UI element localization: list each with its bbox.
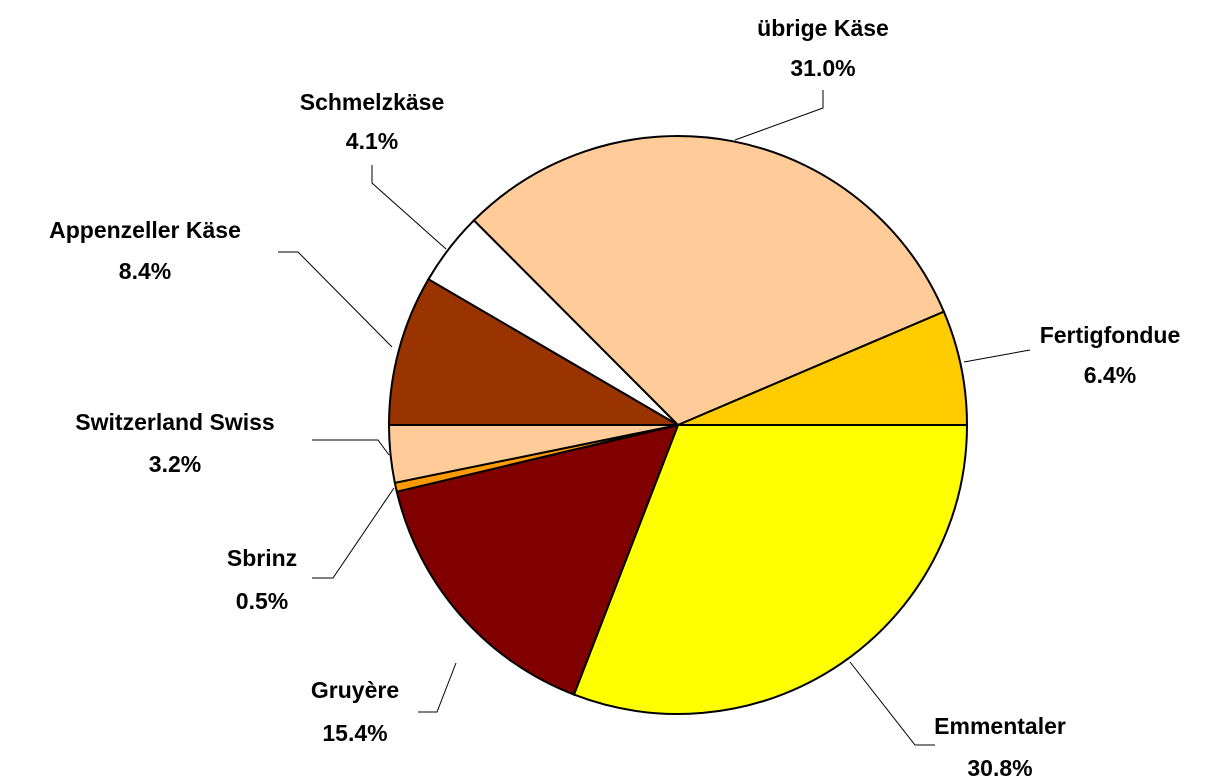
value-label: 15.4%: [322, 720, 387, 746]
value-label: 3.2%: [149, 451, 201, 477]
pie-slice: [387, 277, 682, 426]
leader-line: [418, 662, 457, 713]
slice-label: Fertigfondue: [1040, 322, 1181, 348]
slice-label: übrige Käse: [757, 15, 889, 41]
pie-slice: [572, 424, 969, 715]
leader-line: [312, 439, 390, 456]
slice-label: Schmelzkäse: [300, 89, 444, 115]
slice-label: Switzerland Swiss: [75, 409, 274, 435]
value-label: 31.0%: [790, 55, 855, 81]
slice-label: Appenzeller Käse: [49, 217, 241, 243]
leader-line: [312, 487, 395, 579]
pie-slice: [677, 310, 969, 426]
value-label: 0.5%: [236, 588, 288, 614]
leader-line: [371, 165, 447, 250]
leader-line: [849, 661, 935, 746]
slice-label: Emmentaler: [934, 713, 1066, 739]
pie-slice: [472, 135, 946, 427]
value-label: 30.8%: [967, 755, 1032, 781]
leader-line: [734, 90, 824, 141]
slice-label: Gruyère: [311, 677, 399, 703]
slice-label: Sbrinz: [227, 545, 297, 571]
leader-line: [963, 349, 1031, 363]
value-label: 8.4%: [119, 258, 171, 284]
pie-slice: [395, 423, 680, 696]
leader-line: [278, 251, 393, 348]
value-label: 4.1%: [346, 128, 398, 154]
value-label: 6.4%: [1084, 362, 1136, 388]
